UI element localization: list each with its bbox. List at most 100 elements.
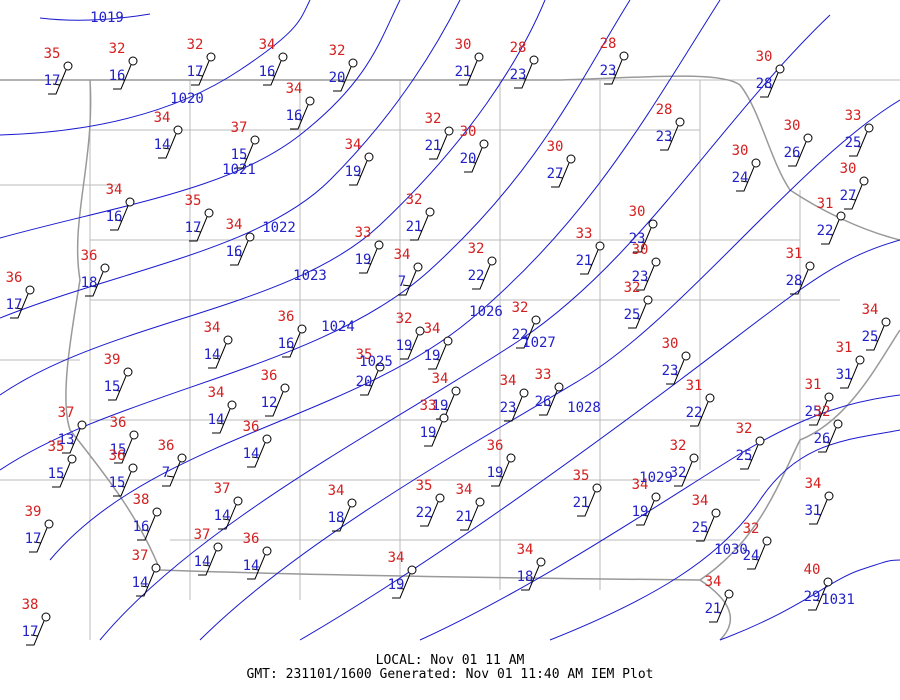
temperature: 38 bbox=[133, 492, 150, 508]
station-circle bbox=[233, 496, 243, 506]
station-circle bbox=[592, 483, 602, 493]
dewpoint: 25 bbox=[862, 329, 879, 345]
station-circle bbox=[250, 135, 260, 145]
temperature: 35 bbox=[185, 193, 202, 209]
dewpoint: 32 bbox=[670, 465, 687, 481]
station-circle bbox=[859, 176, 869, 186]
wind-barb bbox=[349, 160, 368, 186]
dewpoint: 22 bbox=[817, 223, 834, 239]
temperature: 37 bbox=[58, 405, 75, 421]
temperature: 28 bbox=[600, 36, 617, 52]
dewpoint: 21 bbox=[455, 64, 472, 80]
dewpoint: 17 bbox=[6, 297, 23, 313]
temperature: 32 bbox=[329, 43, 346, 59]
station-circle bbox=[823, 577, 833, 587]
wind-barb bbox=[844, 184, 863, 210]
temperature: 32 bbox=[109, 41, 126, 57]
temperature: 34 bbox=[862, 302, 879, 318]
temperature: 37 bbox=[231, 120, 248, 136]
dewpoint: 17 bbox=[25, 531, 42, 547]
station-circle bbox=[262, 434, 272, 444]
dewpoint: 22 bbox=[416, 505, 433, 521]
temperature: 39 bbox=[104, 352, 121, 368]
wind-barb bbox=[577, 491, 596, 517]
temperature: 28 bbox=[510, 40, 527, 56]
station-circle bbox=[762, 536, 772, 546]
wind-barb bbox=[263, 60, 282, 86]
dewpoint: 16 bbox=[106, 209, 123, 225]
dewpoint: 26 bbox=[814, 431, 831, 447]
temperature: 33 bbox=[355, 225, 372, 241]
temperature: 37 bbox=[214, 481, 231, 497]
station-circle bbox=[152, 507, 162, 517]
dewpoint: 14 bbox=[208, 412, 225, 428]
station-circle bbox=[305, 96, 315, 106]
isobar-label: 1025 bbox=[359, 354, 393, 370]
dewpoint: 16 bbox=[109, 68, 126, 84]
wind-barb bbox=[636, 500, 655, 526]
wind-barb bbox=[633, 227, 652, 253]
temperature: 34 bbox=[705, 574, 722, 590]
isobar-label: 1024 bbox=[321, 319, 355, 335]
wind-barb bbox=[516, 323, 535, 349]
wind-barb bbox=[359, 248, 378, 274]
dewpoint: 15 bbox=[104, 379, 121, 395]
wind-barb bbox=[808, 585, 827, 611]
station-circle bbox=[751, 158, 761, 168]
isobar-label: 1023 bbox=[293, 268, 327, 284]
station-circle bbox=[280, 383, 290, 393]
wind-barb bbox=[360, 370, 379, 396]
temperature: 35 bbox=[573, 468, 590, 484]
wind-barb bbox=[265, 391, 284, 417]
station-circle bbox=[711, 508, 721, 518]
station-circle bbox=[425, 207, 435, 217]
station-circle bbox=[855, 355, 865, 365]
temperature: 32 bbox=[736, 421, 753, 437]
wind-barb bbox=[760, 72, 779, 98]
dewpoint: 20 bbox=[460, 151, 477, 167]
station-circle bbox=[805, 261, 815, 271]
temperature: 32 bbox=[406, 192, 423, 208]
dewpoint: 17 bbox=[22, 624, 39, 640]
station-circle bbox=[595, 241, 605, 251]
dewpoint: 15 bbox=[231, 147, 248, 163]
wind-barb bbox=[247, 554, 266, 580]
temperature: 33 bbox=[535, 367, 552, 383]
dewpoint: 20 bbox=[329, 70, 346, 86]
isobar-label: 1022 bbox=[262, 220, 296, 236]
wind-barb bbox=[666, 359, 685, 385]
dewpoint: 23 bbox=[600, 63, 617, 79]
temperature: 36 bbox=[81, 248, 98, 264]
station-circle bbox=[151, 563, 161, 573]
wind-barb bbox=[218, 504, 237, 530]
station-circle bbox=[63, 61, 73, 71]
station-circle bbox=[41, 612, 51, 622]
wind-barb bbox=[290, 104, 309, 130]
temperature: 35 bbox=[44, 46, 61, 62]
temperature: 36 bbox=[243, 419, 260, 435]
station-circle bbox=[775, 64, 785, 74]
dewpoint: 22 bbox=[512, 327, 529, 343]
station-circle bbox=[689, 453, 699, 463]
station-circle bbox=[519, 388, 529, 398]
temperature: 34 bbox=[500, 373, 517, 389]
temperature: 34 bbox=[432, 371, 449, 387]
isobar-label: 1026 bbox=[469, 304, 503, 320]
station-circle bbox=[881, 317, 891, 327]
wind-barb bbox=[10, 293, 29, 319]
dewpoint: 19 bbox=[355, 252, 372, 268]
station-circle bbox=[487, 256, 497, 266]
temperature: 34 bbox=[424, 321, 441, 337]
dewpoint: 19 bbox=[424, 348, 441, 364]
wind-barb bbox=[48, 69, 67, 95]
station-circle bbox=[173, 125, 183, 135]
station-circle bbox=[529, 55, 539, 65]
temperature: 34 bbox=[388, 550, 405, 566]
station-circle bbox=[474, 52, 484, 62]
wind-barb bbox=[410, 215, 429, 241]
temperature: 32 bbox=[425, 111, 442, 127]
station-circle bbox=[864, 123, 874, 133]
wind-barb bbox=[740, 444, 759, 470]
station-circle bbox=[227, 400, 237, 410]
wind-barb bbox=[840, 363, 859, 389]
